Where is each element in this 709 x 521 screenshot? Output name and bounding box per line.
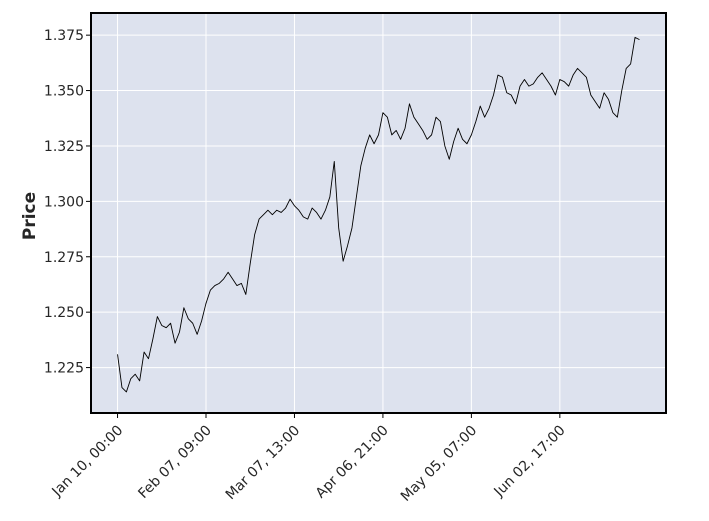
x-tick-label: Feb 07, 09:00 bbox=[135, 423, 214, 502]
y-tick-label: 1.225 bbox=[44, 361, 84, 377]
y-axis-title: Price bbox=[20, 192, 40, 240]
price-series-line bbox=[117, 36, 640, 393]
y-tick-label: 1.325 bbox=[44, 139, 84, 155]
x-axis-ticks: Jan 10, 00:00 Feb 07, 09:00 Mar 07, 13:00 A… bbox=[49, 413, 569, 505]
x-tick-label: Apr 06, 21:00 bbox=[313, 423, 392, 502]
plot-frame bbox=[90, 12, 667, 414]
y-axis-ticks: 1.225 1.250 1.275 1.300 1.325 1.350 1.375 bbox=[44, 28, 91, 377]
y-tick-label: 1.375 bbox=[44, 28, 84, 44]
y-tick-label: 1.275 bbox=[44, 250, 84, 266]
y-tick-label: 1.350 bbox=[44, 84, 84, 100]
grid-lines bbox=[91, 13, 666, 413]
x-tick-label: May 05, 07:00 bbox=[398, 423, 480, 505]
x-tick-label: Mar 07, 13:00 bbox=[223, 423, 304, 504]
y-tick-label: 1.250 bbox=[44, 305, 84, 321]
x-tick-label: Jan 10, 00:00 bbox=[49, 423, 127, 501]
x-tick-label: Jun 02, 17:00 bbox=[491, 423, 569, 501]
y-tick-label: 1.300 bbox=[44, 194, 84, 210]
plot-background bbox=[91, 13, 666, 413]
